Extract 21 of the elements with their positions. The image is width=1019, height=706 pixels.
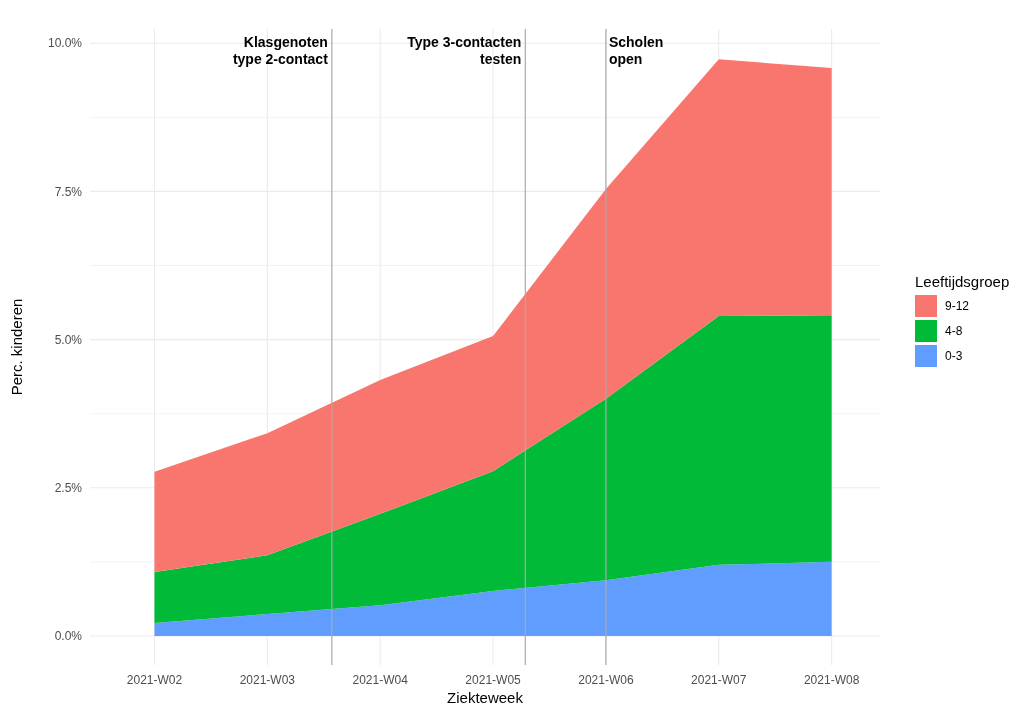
y-tick-label: 10.0% (47, 36, 83, 51)
y-tick-label: 7.5% (54, 184, 83, 199)
x-tick-label: 2021-W03 (239, 673, 296, 687)
x-tick-label: 2021-W02 (126, 673, 183, 687)
x-tick-label: 2021-W06 (578, 673, 634, 687)
x-tick-label: 2021-W05 (465, 673, 522, 687)
legend-label: 9-12 (945, 299, 970, 314)
ref-line-label: Klasgenoten type 2-contact (232, 34, 329, 67)
x-tick-label: 2021-W07 (691, 673, 747, 687)
x-tick-label: 2021-W04 (352, 673, 409, 687)
y-axis-title: Perc. kinderen (8, 298, 25, 396)
y-tick-label: 0.0% (54, 629, 83, 644)
ref-line-label: Type 3-contacten testen (407, 34, 522, 67)
legend-label: 4-8 (945, 324, 963, 339)
x-axis-title: Ziekteweek (447, 689, 524, 706)
y-tick-label: 5.0% (54, 332, 83, 347)
x-tick-label: 2021-W08 (803, 673, 860, 687)
legend-label: 0-3 (945, 349, 963, 364)
legend-title: Leeftijdsgroep (915, 273, 1010, 290)
y-tick-label: 2.5% (54, 480, 83, 495)
ref-line-label: Scholen open (608, 34, 664, 67)
